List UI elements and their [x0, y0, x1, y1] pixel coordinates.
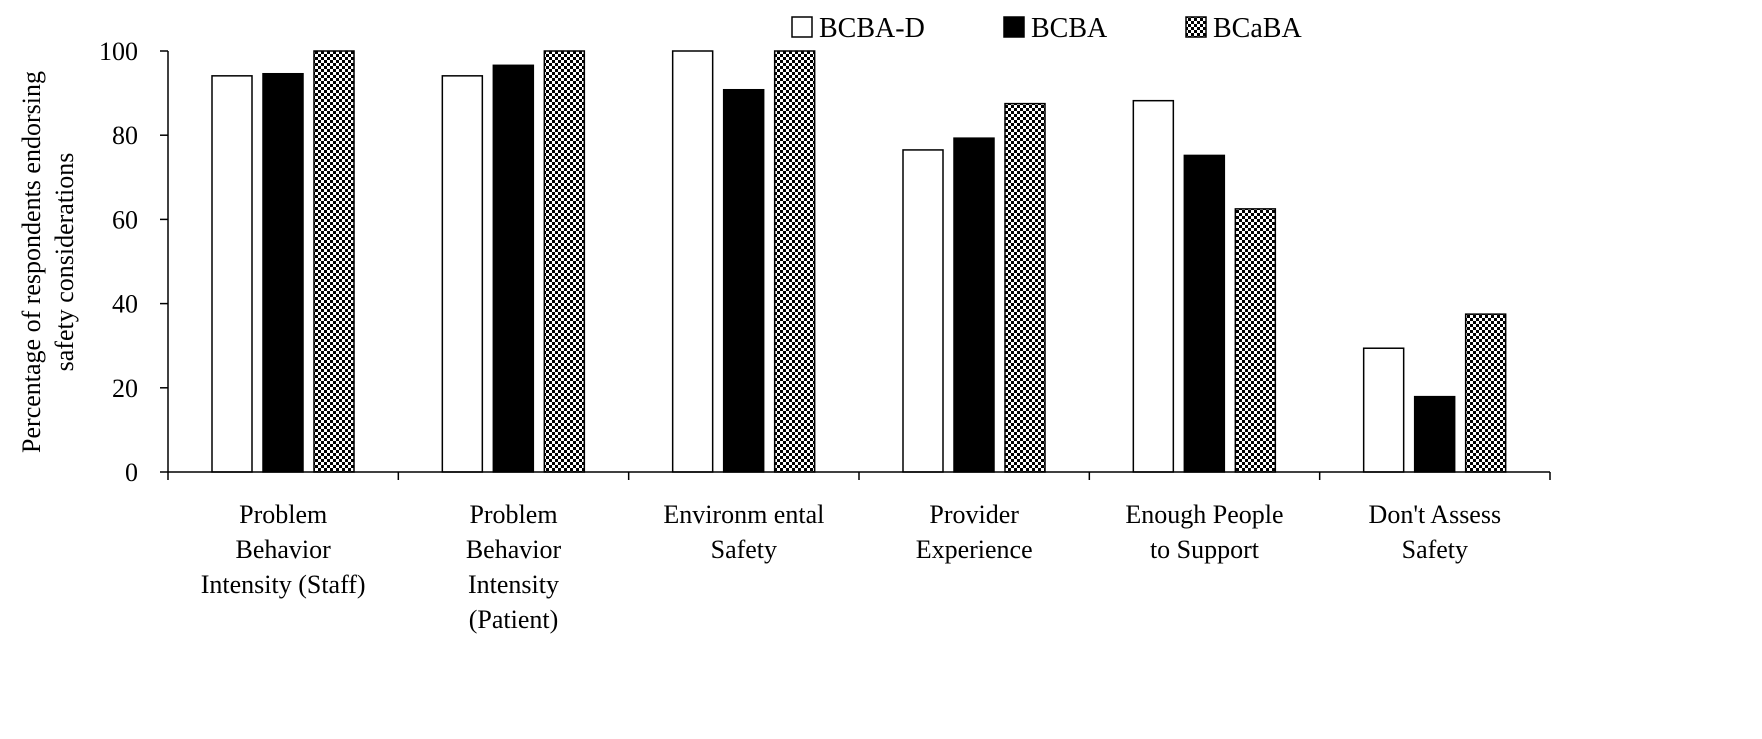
x-category-label: Problem Behavior Intensity (Staff): [201, 500, 366, 599]
x-category-label: Environm ental Safety: [663, 500, 824, 564]
y-tick-label: 100: [99, 37, 138, 66]
bars: [211, 50, 1507, 473]
y-tick-label: 80: [112, 121, 138, 150]
bar-bcba-d: [1132, 99, 1175, 473]
bar-bcba-d: [1362, 347, 1405, 473]
x-category-label-line: Problem: [469, 500, 557, 529]
bar-bcba: [1413, 395, 1456, 473]
y-axis-ticks: 0 20 40 60 80 100: [99, 37, 168, 487]
x-category-label-line: Intensity: [468, 570, 559, 599]
x-category-label-line: Experience: [916, 535, 1033, 564]
bar-bcaba: [1234, 208, 1277, 473]
bar-bcba: [953, 137, 995, 473]
x-category-label-line: Provider: [929, 500, 1019, 529]
bar-bcaba: [1004, 102, 1046, 473]
x-category-label-line: Behavior: [236, 535, 332, 564]
bar-bcba-d: [902, 149, 944, 473]
bar-bcba: [722, 88, 765, 473]
legend-swatch: [1003, 16, 1025, 38]
legend: BCBA-D BCBA BCaBA: [791, 13, 1302, 44]
legend-label: BCBA: [1031, 13, 1108, 44]
bar-bcba: [262, 72, 304, 473]
legend-swatch: [791, 16, 813, 38]
bar-bcba-d: [671, 50, 714, 473]
bar-bcba: [1183, 154, 1226, 473]
x-category-label-line: Behavior: [466, 535, 562, 564]
x-category-label-line: Don't Assess: [1369, 500, 1502, 529]
x-category-label: Enough People to Support: [1125, 500, 1283, 564]
x-category-label-line: Environm ental: [663, 500, 824, 529]
x-category-label: Provider Experience: [916, 500, 1033, 564]
x-category-label-line: Problem: [239, 500, 327, 529]
y-tick-label: 0: [125, 458, 138, 487]
bar-bcba: [492, 64, 535, 473]
y-axis-title: Percentage of respondents endorsing safet…: [17, 71, 79, 453]
x-category-label-line: (Patient): [469, 605, 559, 634]
axes: [167, 51, 1551, 480]
x-category-label: Problem Behavior Intensity (Patient): [466, 500, 562, 634]
x-category-label-line: Enough People: [1125, 500, 1283, 529]
y-axis-title-line: Percentage of respondents endorsing: [17, 71, 46, 453]
x-category-label: Don't Assess Safety: [1369, 500, 1502, 564]
bar-bcba-d: [441, 75, 484, 473]
y-tick-label: 40: [112, 290, 138, 319]
y-axis-title-line: safety considerations: [50, 153, 79, 372]
y-axis-label: Percentage of respondents endorsing safet…: [17, 71, 79, 453]
x-axis-category-labels: Problem Behavior Intensity (Staff) Problem B…: [201, 500, 1501, 634]
bar-bcaba: [1464, 313, 1507, 473]
x-category-label-line: to Support: [1150, 535, 1260, 564]
y-tick-label: 20: [112, 374, 138, 403]
bar-bcaba: [773, 50, 816, 473]
x-category-label-line: Intensity (Staff): [201, 570, 366, 599]
legend-swatch: [1185, 16, 1207, 38]
y-tick-label: 60: [112, 205, 138, 234]
bar-bcaba: [543, 50, 586, 473]
x-category-label-line: Safety: [711, 535, 777, 564]
x-category-label-line: Safety: [1402, 535, 1468, 564]
legend-label: BCBA-D: [819, 13, 925, 44]
bar-bcba-d: [211, 75, 253, 473]
bar-bcaba: [313, 50, 355, 473]
legend-label: BCaBA: [1213, 13, 1302, 44]
